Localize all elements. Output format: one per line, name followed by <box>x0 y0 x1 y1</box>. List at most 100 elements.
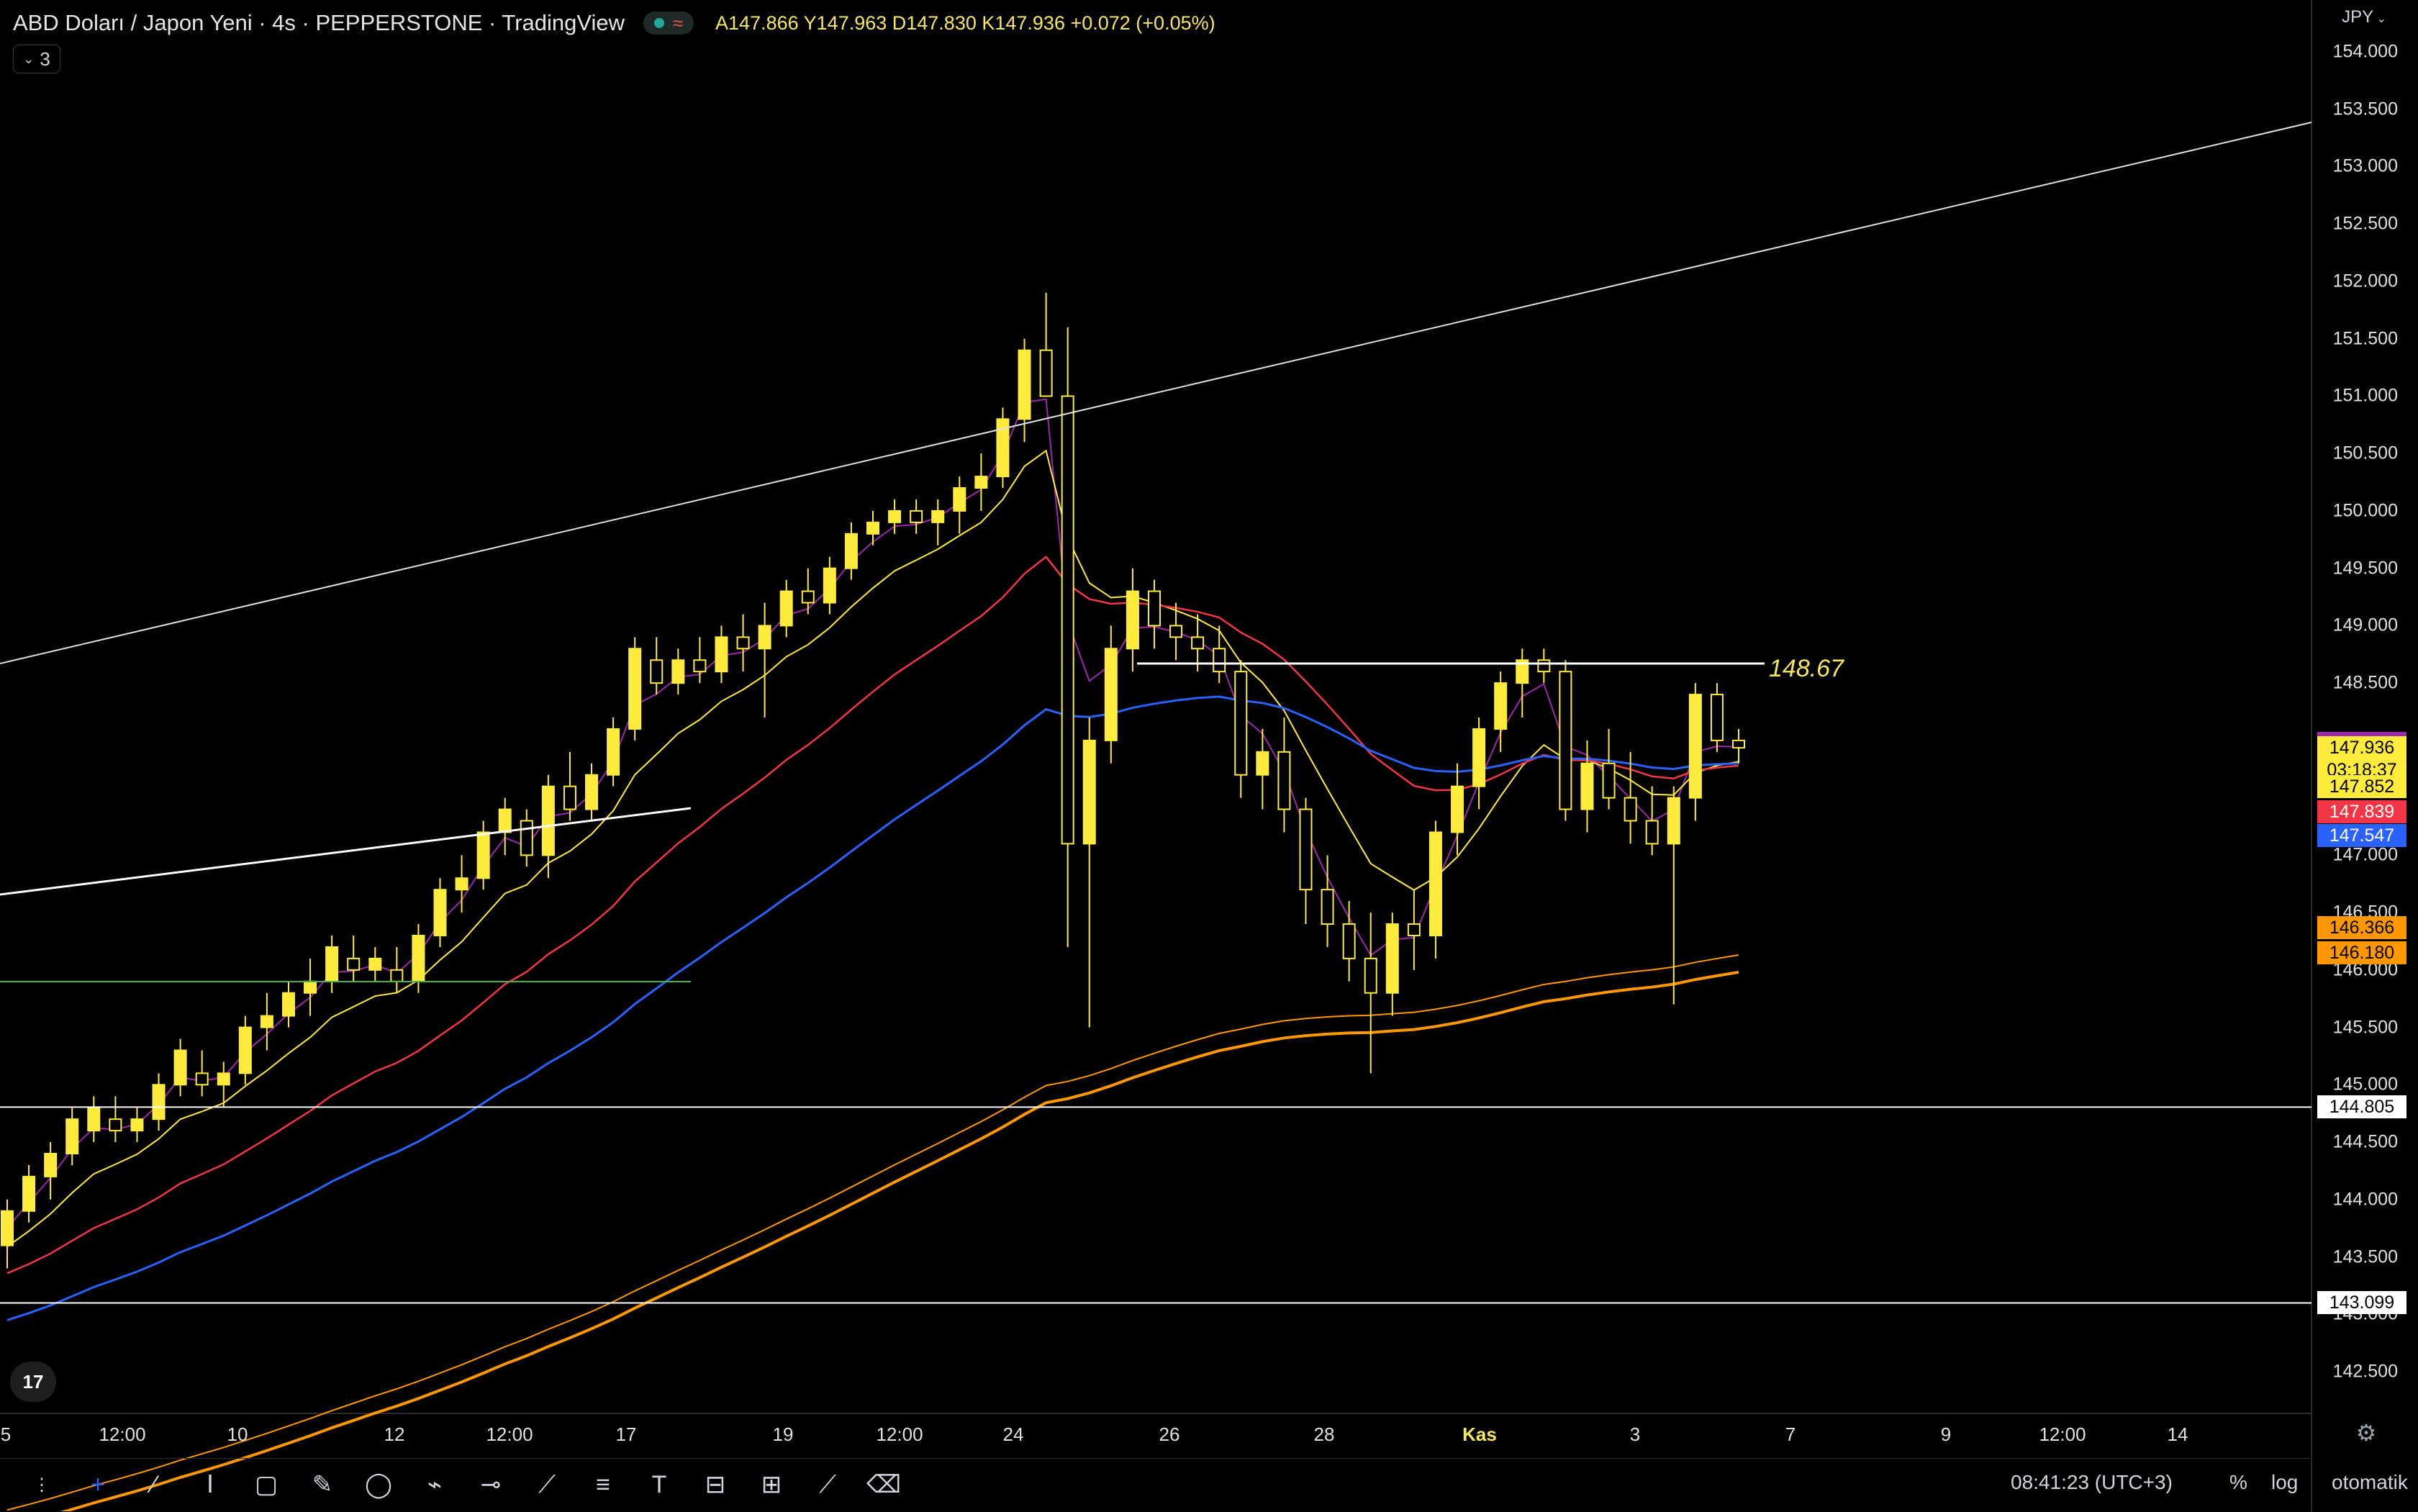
candle-body <box>390 969 404 982</box>
price-badge: 144.805 <box>2317 1095 2406 1119</box>
candle-body <box>888 510 902 523</box>
short-position-icon[interactable]: ⊞ <box>761 1471 782 1498</box>
tradingview-logo[interactable]: 17 <box>10 1362 56 1402</box>
trend-line-icon[interactable]: ⁄ <box>152 1470 156 1498</box>
eraser-icon[interactable]: ⌫ <box>866 1471 902 1498</box>
market-open-dot-icon <box>653 18 664 28</box>
price-badge: 147.852 <box>2317 774 2406 798</box>
candle-body <box>996 418 1010 478</box>
horizontal-ray-icon[interactable]: ⊸ <box>480 1471 502 1498</box>
time-tick: 3 <box>1629 1423 1641 1445</box>
candle-body <box>1191 636 1205 650</box>
candle-body <box>325 946 339 982</box>
price-tick: 154.000 <box>2332 41 2398 62</box>
candle-body <box>801 590 815 604</box>
price-tick: 152.000 <box>2332 271 2398 291</box>
candle-body <box>1667 797 1680 845</box>
price-tick: 153.000 <box>2332 155 2398 176</box>
market-status[interactable]: ≈ <box>643 12 694 35</box>
ruler-icon[interactable]: ⟋ <box>819 1470 836 1498</box>
candle-body <box>195 1072 209 1086</box>
candle-body <box>1385 923 1399 994</box>
text-icon[interactable]: T <box>651 1470 667 1498</box>
ema-red-line <box>6 556 1739 1275</box>
time-tick: 12:00 <box>2039 1423 2086 1445</box>
brush-icon[interactable]: ✎ <box>312 1471 333 1498</box>
candle-body <box>1602 762 1616 799</box>
time-tick: 7 <box>1785 1423 1796 1445</box>
ema-mid-line <box>6 449 1739 1248</box>
candle-body <box>1061 395 1074 845</box>
candle-body <box>1688 694 1702 799</box>
candle-body <box>1537 659 1551 673</box>
time-tick: 9 <box>1940 1423 1952 1445</box>
indicators-toggle-button[interactable]: ⌄ 3 <box>13 45 60 73</box>
candle-body <box>1147 590 1161 627</box>
horizontal-line-label[interactable]: 148.67 <box>1769 655 1844 682</box>
candle-body <box>607 728 620 776</box>
time-tick: 12:00 <box>876 1423 923 1445</box>
price-tick: 143.500 <box>2332 1246 2398 1267</box>
ellipse-icon[interactable]: ◯ <box>364 1471 393 1498</box>
percent-toggle[interactable]: % <box>2229 1471 2247 1493</box>
candle-body <box>823 567 836 604</box>
trend-line-lower[interactable] <box>0 807 692 896</box>
candle-body <box>520 820 533 856</box>
candle-body <box>1494 682 1508 730</box>
candle-body <box>1256 751 1269 776</box>
time-tick: Kas <box>1462 1423 1497 1445</box>
settings-gear-icon[interactable]: ⚙ <box>2355 1420 2377 1446</box>
candle-body <box>173 1049 187 1086</box>
symbol-title[interactable]: ABD Doları / Japon Yeni · 4s · PEPPERSTO… <box>13 10 625 35</box>
candle-body <box>715 636 728 673</box>
price-tick: 153.500 <box>2332 99 2398 119</box>
trend-line-upper[interactable] <box>0 122 2312 664</box>
chevron-down-icon: ⌄ <box>23 51 35 66</box>
price-tick: 151.500 <box>2332 328 2398 349</box>
ema-orange-thick-line <box>60 970 1739 1511</box>
price-tick: 152.500 <box>2332 213 2398 234</box>
auto-scale-toggle[interactable]: otomatik <box>2332 1471 2408 1493</box>
time-tick: 12:00 <box>486 1423 533 1445</box>
rectangle-icon[interactable]: ▢ <box>254 1471 279 1498</box>
candle-body <box>304 980 317 994</box>
log-toggle[interactable]: log <box>2271 1471 2299 1493</box>
price-tick: 151.000 <box>2332 385 2398 406</box>
candlestick-series <box>1 292 1745 1269</box>
currency-selector[interactable]: JPY ⌄ <box>2342 7 2386 27</box>
long-position-icon[interactable]: ⊟ <box>705 1471 726 1498</box>
time-tick: 19 <box>772 1423 794 1445</box>
candle-body <box>1277 751 1291 810</box>
price-tick: 148.500 <box>2332 672 2398 693</box>
candle-body <box>1213 648 1226 673</box>
polyline-icon[interactable]: ⟋ <box>538 1470 556 1498</box>
candle-body <box>238 1026 252 1074</box>
crosshair-icon[interactable]: + <box>91 1470 105 1498</box>
chevron-down-icon: ⌄ <box>2373 13 2386 25</box>
drag-handle-icon[interactable]: ⋮ <box>33 1475 50 1495</box>
candle-body <box>1018 349 1031 420</box>
fib-icon[interactable]: Ⅰ <box>206 1471 214 1498</box>
drawings[interactable] <box>0 122 2312 1304</box>
clock[interactable]: 08:41:23 (UTC+3) <box>2011 1471 2173 1493</box>
time-tick: 26 <box>1159 1423 1180 1445</box>
text-lines-icon[interactable]: ≡ <box>596 1470 610 1498</box>
candle-body <box>433 889 447 936</box>
price-tick: 144.000 <box>2332 1189 2398 1210</box>
candle-body <box>1342 923 1356 959</box>
candle-body <box>1516 659 1529 684</box>
currency-label: JPY <box>2342 7 2374 27</box>
path-icon[interactable]: ⌁ <box>427 1471 443 1498</box>
price-tick: 145.000 <box>2332 1074 2398 1095</box>
candle-body <box>1169 625 1183 638</box>
price-tick: 144.500 <box>2332 1131 2398 1152</box>
candle-body <box>1451 785 1464 833</box>
candle-body <box>866 521 879 535</box>
ema-blue-line <box>6 695 1739 1321</box>
candle-body <box>974 476 988 489</box>
candle-body <box>412 934 425 982</box>
candle-body <box>22 1175 36 1212</box>
data-delay-icon: ≈ <box>672 12 684 34</box>
candle-body <box>585 774 599 810</box>
